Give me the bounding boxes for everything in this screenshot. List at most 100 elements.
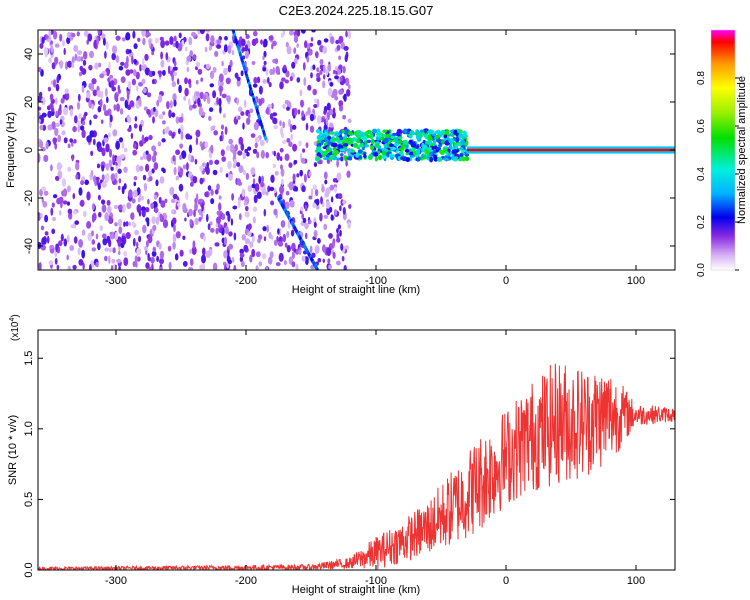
heatmap-cell — [418, 132, 423, 139]
heatmap-cell — [346, 156, 353, 161]
heatmap-cell — [148, 134, 153, 141]
heatmap-cell — [300, 206, 304, 212]
heatmap-cell — [223, 236, 228, 246]
heatmap-cell — [376, 133, 383, 138]
heatmap-cell — [429, 156, 434, 163]
heatmap-cell — [95, 261, 99, 268]
snr-axes: -300 -200 -100 0 100 0.0 0.5 1.0 1.5 — [23, 330, 675, 587]
heatmap-cell — [216, 97, 219, 105]
heatmap-cell — [167, 65, 171, 75]
heatmap-cell — [135, 85, 139, 92]
heatmap-cell — [67, 208, 73, 215]
heatmap-cell — [345, 79, 350, 86]
heatmap-cell — [157, 70, 163, 75]
heatmap-cell — [345, 30, 348, 38]
heatmap-cell — [114, 172, 118, 180]
heatmap-cell — [433, 154, 438, 161]
heatmap-cell — [199, 264, 203, 270]
heatmap-cell — [241, 188, 246, 198]
heatmap-cell — [38, 118, 41, 124]
heatmap-cell — [175, 116, 180, 124]
x-tick-label: -300 — [105, 575, 127, 587]
heatmap-cell — [231, 50, 235, 56]
heatmap-cell — [210, 228, 215, 233]
heatmap-cell — [118, 226, 123, 234]
heatmap-cell — [178, 183, 184, 192]
heatmap-cell — [66, 185, 71, 193]
heatmap-cell — [311, 252, 316, 258]
heatmap-cell — [184, 77, 188, 85]
heatmap-cell — [322, 202, 325, 208]
heatmap-cell — [172, 233, 177, 243]
heatmap-cell — [158, 114, 164, 120]
heatmap-cell — [148, 175, 153, 182]
heatmap-cell — [246, 117, 251, 125]
heatmap-cell — [88, 83, 92, 90]
heatmap-cell — [303, 77, 307, 86]
heatmap-cell — [346, 89, 351, 97]
heatmap-cell — [101, 181, 107, 188]
heatmap-cell — [155, 179, 159, 187]
carrier-band-peak — [467, 148, 675, 152]
heatmap-cell — [174, 253, 179, 261]
heatmap-cell — [308, 219, 312, 224]
heatmap-cell — [151, 145, 157, 152]
heatmap-cell — [335, 136, 340, 143]
heatmap-cell — [56, 162, 62, 171]
heatmap-cell — [238, 136, 244, 145]
heatmap-cell — [409, 130, 415, 136]
heatmap-cell — [44, 231, 49, 236]
heatmap-cell — [272, 163, 276, 168]
heatmap-cell — [218, 73, 224, 83]
colorbar-tick-label: 0.0 — [696, 263, 707, 277]
heatmap-cell — [88, 64, 93, 71]
heatmap-cell — [119, 108, 124, 115]
heatmap-cell — [202, 247, 206, 256]
heatmap-cell — [41, 36, 45, 44]
heatmap-cell — [72, 264, 77, 270]
heatmap-cell — [55, 243, 58, 253]
y-tick-label: 1.5 — [23, 351, 35, 366]
heatmap-cell — [457, 129, 463, 134]
heatmap-cell — [310, 188, 314, 197]
heatmap-cell — [83, 30, 89, 37]
heatmap-cell — [323, 74, 326, 80]
heatmap-cell — [41, 186, 47, 192]
heatmap-cell — [74, 220, 80, 225]
heatmap-cell — [189, 258, 194, 266]
heatmap-cell — [288, 118, 291, 128]
heatmap-cell — [195, 137, 199, 146]
heatmap-cell — [87, 232, 92, 242]
heatmap-cell — [329, 154, 335, 159]
heatmap-cell — [377, 148, 381, 152]
heatmap-cell — [231, 256, 235, 263]
heatmap-cell — [301, 185, 306, 193]
heatmap-cell — [279, 120, 282, 127]
heatmap-cell — [115, 161, 118, 166]
heatmap-cell — [123, 221, 126, 227]
heatmap-cell — [247, 231, 252, 237]
heatmap-cell — [237, 181, 243, 186]
heatmap-cell — [251, 234, 255, 243]
heatmap-cell — [78, 187, 83, 196]
heatmap-cell — [101, 164, 105, 172]
heatmap-cell — [67, 143, 71, 149]
heatmap-cell — [464, 156, 470, 162]
heatmap-cell — [138, 124, 143, 132]
heatmap-cell — [171, 132, 175, 139]
y-tick-label: 1.0 — [23, 421, 35, 436]
heatmap-cell — [381, 150, 387, 156]
heatmap-cell — [332, 88, 338, 97]
heatmap-cell — [132, 261, 136, 268]
heatmap-cell — [281, 132, 285, 139]
heatmap-cell — [216, 39, 222, 45]
heatmap-cell — [396, 128, 403, 135]
heatmap-cell — [171, 209, 175, 215]
heatmap-cell — [440, 130, 446, 135]
heatmap-cell — [245, 50, 249, 59]
heatmap-cell — [244, 211, 250, 218]
heatmap-cell — [349, 138, 354, 143]
heatmap-cell — [72, 210, 78, 215]
heatmap-cell — [115, 35, 121, 41]
heatmap-cell — [101, 174, 105, 181]
